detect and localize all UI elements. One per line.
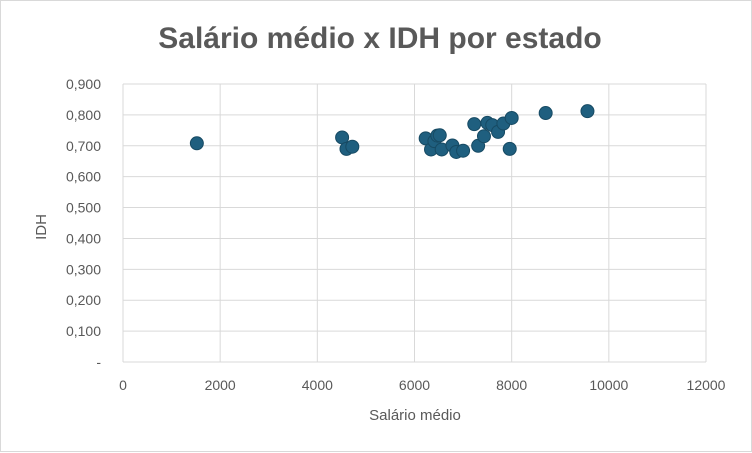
scatter-point: [580, 104, 595, 119]
x-tick-label: 10000: [589, 377, 628, 393]
chart-title: Salário médio x IDH por estado: [158, 22, 601, 55]
y-tick-label: -: [96, 354, 101, 370]
x-tick-label: 6000: [399, 377, 430, 393]
scatter-point: [432, 128, 447, 143]
y-tick-label: 0,900: [66, 76, 101, 92]
y-axis-ticks: - 0,100 0,200 0,300 0,400 0,500 0,600 0,700 0,80…: [66, 76, 101, 370]
scatter-point: [189, 136, 204, 151]
y-axis-label: IDH: [33, 214, 50, 240]
data-points: [189, 104, 595, 159]
scatter-point: [456, 143, 471, 158]
y-tick-label: 0,400: [66, 230, 101, 246]
y-tick-label: 0,200: [66, 292, 101, 308]
x-tick-label: 8000: [496, 377, 527, 393]
y-tick-label: 0,300: [66, 261, 101, 277]
x-tick-label: 0: [119, 377, 127, 393]
x-tick-label: 4000: [302, 377, 333, 393]
y-tick-label: 0,500: [66, 200, 101, 216]
x-axis-label: Salário médio: [369, 407, 461, 424]
y-tick-label: 0,100: [66, 323, 101, 339]
scatter-point: [502, 141, 517, 156]
scatter-point: [538, 106, 553, 121]
y-tick-label: 0,800: [66, 107, 101, 123]
y-tick-label: 0,600: [66, 169, 101, 185]
scatter-point: [504, 110, 519, 125]
x-tick-label: 2000: [205, 377, 236, 393]
scatter-point: [467, 117, 482, 132]
scatter-point: [476, 129, 491, 144]
scatter-point: [345, 139, 360, 154]
x-tick-label: 12000: [687, 377, 726, 393]
y-tick-label: 0,700: [66, 138, 101, 154]
grid-lines: [122, 83, 707, 363]
x-axis-ticks: 0 2000 4000 6000 8000 10000 12000: [119, 377, 726, 393]
